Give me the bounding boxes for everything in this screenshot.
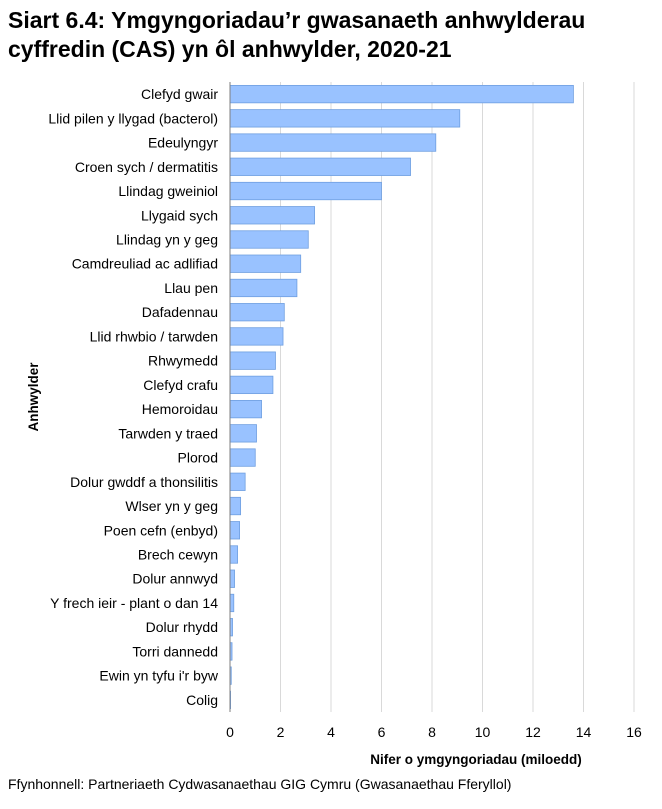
x-tick-label: 4 [327,724,335,740]
x-tick-label: 6 [378,724,386,740]
category-label: Dolur gwddf a thonsilitis [70,474,218,490]
bars [229,84,574,710]
category-label: Wlser yn y geg [125,498,218,514]
category-label: Torri dannedd [132,643,218,659]
bar [229,327,284,346]
bar [229,351,276,370]
bar [229,303,285,322]
x-tick-labels: 0 2 4 6 8 10 12 14 16 [226,724,642,740]
x-tick-label: 0 [226,724,234,740]
category-label: Brech cewyn [138,547,218,563]
category-label: Llid rhwbio / tarwden [90,328,218,344]
category-label: Croen sych / dermatitis [75,159,218,175]
category-label: Dolur rhydd [146,619,218,635]
category-label: Clefyd crafu [143,377,218,393]
category-label: Llindag gweiniol [118,183,218,199]
category-label: Hemoroidau [142,401,218,417]
bar [229,521,240,540]
bar [229,109,461,128]
bar [229,448,256,467]
x-tick-label: 14 [576,724,592,740]
category-label: Plorod [178,450,218,466]
category-label: Llindag yn y geg [116,232,218,248]
category-label: Llygaid sych [141,207,218,223]
bar [229,569,235,588]
x-axis-label: Nifer o ymgyngoriadau (miloedd) [370,752,582,767]
bar [229,472,246,491]
bar [229,545,238,564]
category-label: Y frech ieir - plant o dan 14 [50,595,218,611]
bar [229,181,382,201]
category-label: Tarwden y traed [118,425,218,441]
source-note: Ffynhonnell: Partneriaeth Cydwasanaethau… [8,776,512,792]
category-label: Ewin yn tyfu i'r byw [99,668,218,684]
bar [229,84,574,104]
bar [229,230,309,249]
category-label: Poen cefn (enbyd) [104,522,218,538]
gridlines [280,82,635,712]
category-labels: Clefyd gwair Llid pilen y llygad (bactero… [48,86,219,708]
chart-title: Siart 6.4: Ymgyngoriadau’r gwasanaeth an… [8,6,658,64]
bar [229,157,411,176]
category-label: Rhwymedd [148,353,218,369]
category-label: Llid pilen y llygad (bacterol) [48,110,218,126]
bar [229,424,257,443]
category-label: Dafadennau [142,304,218,320]
bar [229,593,235,613]
chart-title-line-2: cyffredin (CAS) yn ôl anhwylder, 2020-21 [8,36,452,62]
x-tick-label: 10 [475,724,491,740]
x-tick-label: 2 [277,724,285,740]
bar [229,399,262,419]
x-tick-label: 8 [428,724,436,740]
bar [229,496,242,516]
bar [229,206,315,225]
bar [229,254,302,273]
category-label: Dolur annwyd [132,571,218,587]
x-tick-label: 12 [525,724,541,740]
category-label: Edeulyngyr [148,135,218,151]
bar [229,278,298,298]
x-tick-label: 16 [626,724,642,740]
chart-title-line-1: Siart 6.4: Ymgyngoriadau’r gwasanaeth an… [8,7,586,33]
category-label: Colig [186,692,218,708]
bar [229,375,274,395]
category-label: Clefyd gwair [141,86,218,102]
y-axis-label: Anhwylder [26,362,41,432]
category-label: Camdreuliad ac adlifiad [72,256,218,272]
category-label: Llau pen [164,280,218,296]
bar [229,133,437,152]
